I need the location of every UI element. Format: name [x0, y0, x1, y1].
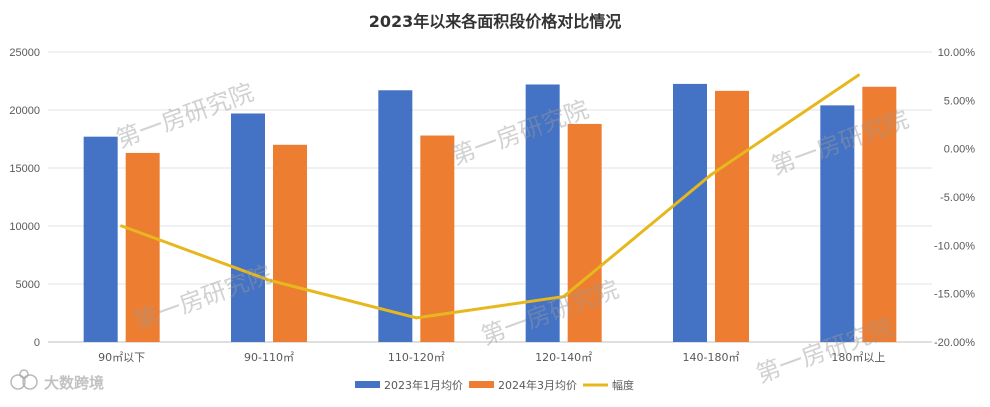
category-label: 180㎡以上	[831, 351, 885, 364]
category-label: 120-140㎡	[535, 351, 592, 364]
left-axis-ticks: 0 5000 10000 15000 20000 25000	[9, 47, 40, 349]
bar-2023	[820, 105, 855, 342]
left-tick-label: 15000	[9, 163, 40, 175]
right-tick-label: -20.00%	[934, 337, 975, 349]
right-tick-label: -5.00%	[940, 192, 975, 204]
line-point	[267, 278, 271, 282]
line-point	[562, 295, 566, 299]
left-tick-label: 10000	[9, 221, 40, 233]
line-point	[709, 173, 713, 177]
logo-icon	[10, 369, 38, 390]
legend-label-change: 幅度	[612, 378, 634, 392]
right-tick-label: -15.00%	[934, 289, 975, 301]
category-labels: 90㎡以下 90-110㎡ 110-120㎡ 120-140㎡ 140-180㎡ 180㎡…	[98, 351, 885, 364]
category-label: 110-120㎡	[388, 351, 445, 364]
left-tick-label: 25000	[9, 47, 40, 59]
chart-title: 2023年以来各面积段价格对比情况	[369, 12, 622, 31]
bar-2023	[378, 90, 413, 342]
right-axis-ticks: -20.00% -15.00% -10.00% -5.00% 0.00% 5.00% 10.…	[934, 47, 975, 349]
line-point	[414, 316, 418, 320]
right-tick-label: 5.00%	[944, 95, 975, 107]
bar-2024	[567, 123, 602, 342]
legend: 2023年1月均价 2024年3月均价 幅度	[355, 378, 634, 392]
brand-logo: 大数跨境	[10, 369, 104, 392]
bar-2023	[673, 83, 707, 343]
legend-swatch-2024	[469, 381, 494, 388]
right-tick-label: 10.00%	[938, 47, 976, 59]
bar-2024	[125, 152, 160, 342]
legend-label-2023: 2023年1月均价	[384, 378, 463, 392]
bar-2024	[420, 135, 455, 342]
legend-swatch-2023	[355, 381, 380, 388]
left-tick-label: 5000	[16, 279, 40, 291]
line-point	[120, 224, 124, 228]
right-tick-label: 0.00%	[944, 144, 975, 156]
line-series	[120, 73, 860, 320]
gridlines	[48, 51, 932, 343]
bar-2024	[715, 90, 749, 342]
left-tick-label: 0	[34, 337, 40, 349]
bar-marks	[83, 83, 897, 343]
bar-2023	[231, 113, 265, 342]
logo-text: 大数跨境	[44, 374, 104, 392]
line-change	[120, 73, 860, 320]
left-tick-label: 20000	[9, 105, 40, 117]
bar-2024	[273, 144, 307, 342]
line-point	[856, 73, 860, 77]
legend-label-2024: 2024年3月均价	[498, 378, 577, 392]
bar-2024	[862, 86, 897, 342]
right-tick-label: -10.00%	[934, 240, 975, 252]
category-label: 90-110㎡	[244, 351, 294, 364]
bar-2023	[83, 136, 118, 342]
category-label: 140-180㎡	[683, 351, 740, 364]
category-label: 90㎡以下	[98, 351, 145, 364]
